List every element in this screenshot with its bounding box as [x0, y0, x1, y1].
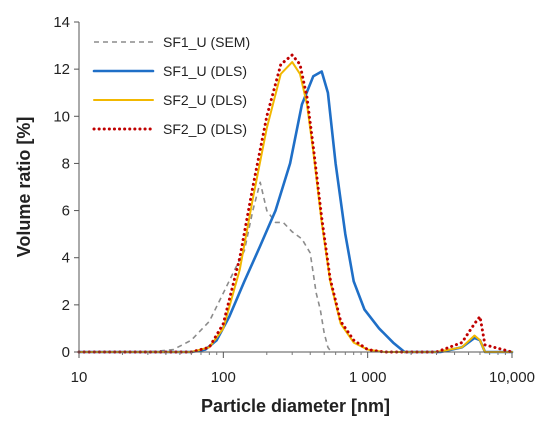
y-axis-label: Volume ratio [%]: [14, 117, 34, 258]
y-tick-label: 10: [53, 108, 70, 125]
y-tick-label: 6: [62, 203, 70, 220]
series-line-1: [79, 181, 332, 353]
y-tick-label: 2: [62, 297, 70, 314]
x-axis-label: Particle diameter [nm]: [201, 396, 390, 416]
legend-label-2: SF1_U (DLS): [163, 63, 247, 79]
series-layer: [77, 53, 514, 354]
y-tick-label: 0: [62, 344, 70, 361]
y-tick-label: 12: [53, 61, 70, 78]
legend-label-4: SF2_D (DLS): [163, 121, 247, 137]
y-tick-label: 14: [53, 14, 70, 31]
legend-label-3: SF2_U (DLS): [163, 92, 247, 108]
legend: SF1_U (SEM) SF1_U (DLS) SF2_U (DLS) SF2_D (…: [92, 34, 250, 137]
series-line-4: [77, 53, 514, 354]
x-tick-label: 1 000: [349, 369, 387, 386]
x-tick-label: 10,000: [489, 369, 535, 386]
x-tick-label: 10: [71, 369, 88, 386]
y-tick-label: 8: [62, 155, 70, 172]
x-tick-label: 100: [211, 369, 236, 386]
y-tick-label: 4: [62, 250, 70, 267]
series-line-3: [78, 61, 513, 353]
series-line-2: [77, 70, 514, 354]
axes-layer: 0 2 4 6 8 10 12 14 10 100 1 000 10,000: [53, 14, 535, 386]
legend-label-1: SF1_U (SEM): [163, 34, 250, 50]
